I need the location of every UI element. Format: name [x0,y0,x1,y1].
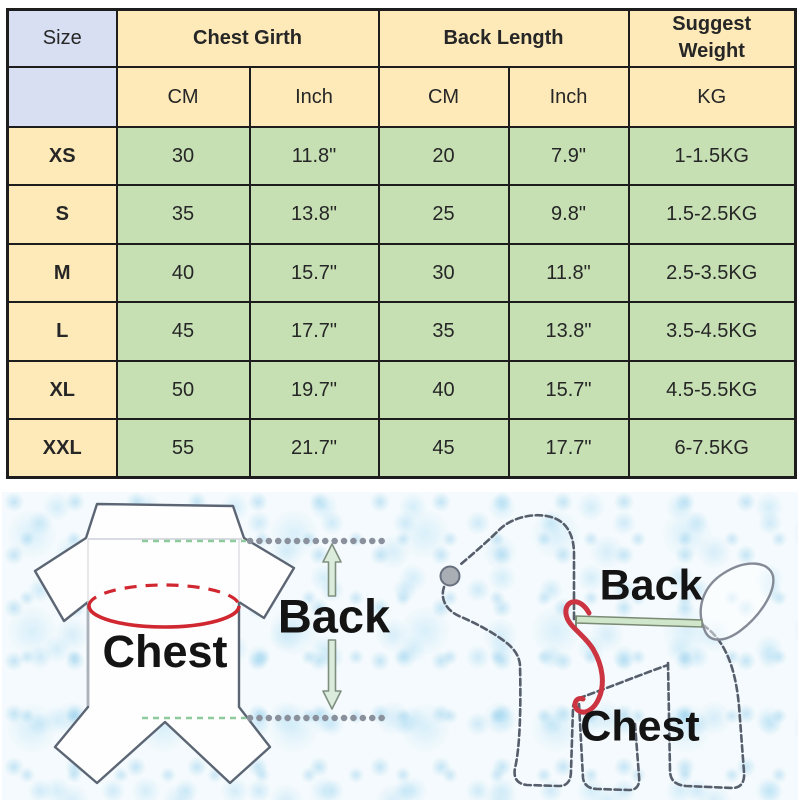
dog-tail [699,562,775,641]
value-cell: 1-1.5KG [627,125,797,186]
value-cell: 55 [115,418,251,479]
value-cell: 11.8" [507,242,630,303]
value-cell: 4.5-5.5KG [627,359,797,420]
size-cell: S [6,184,118,245]
value-cell: 25 [377,184,510,245]
table-row: XXL 55 21.7" 45 17.7" 6-7.5KG [6,418,797,479]
value-cell: 15.7" [248,242,380,303]
value-cell: 19.7" [248,359,380,420]
value-cell: 13.8" [248,184,380,245]
value-cell: 9.8" [507,184,630,245]
dog-chest-label: Chest [580,702,700,751]
value-cell: 1.5-2.5KG [627,184,797,245]
chest-girth-ellipse-dashed [87,583,241,607]
table-row: L 45 17.7" 35 13.8" 3.5-4.5KG [6,301,797,362]
value-cell: 30 [115,125,251,186]
value-cell: 7.9" [507,125,630,186]
size-cell: L [6,301,118,362]
back-arrow-down [322,639,342,710]
value-cell: 6-7.5KG [627,418,797,479]
size-cell: XXL [6,418,118,479]
value-cell: 35 [377,301,510,362]
value-cell: 3.5-4.5KG [627,301,797,362]
unit-cell: KG [627,65,797,128]
table-row: XL 50 19.7" 40 15.7" 4.5-5.5KG [6,359,797,420]
value-cell: 11.8" [248,125,380,186]
suggest-weight-header-cell: Suggest Weight [627,8,797,68]
back-length-header-cell: Back Length [377,8,630,68]
dog-chin-chest-frontleg-belly [441,585,670,788]
garment-outline [33,502,296,785]
value-cell: 45 [377,418,510,479]
size-cell: XL [6,359,118,420]
table-row: S 35 13.8" 25 9.8" 1.5-2.5KG [6,184,797,245]
back-measure-bar [575,615,703,628]
value-cell: 15.7" [507,359,630,420]
unit-cell: Inch [248,65,380,128]
measurement-diagram-art [33,502,775,792]
dog-hind-leg-haunch [666,623,746,790]
value-cell: 20 [377,125,510,186]
unit-cell: CM [377,65,510,128]
header-row-units: CM Inch CM Inch KG [6,65,797,128]
unit-cell: Inch [507,65,630,128]
chest-measure-curve [563,599,605,715]
table-row: M 40 15.7" 30 11.8" 2.5-3.5KG [6,242,797,303]
measurement-diagram-section: Chest Back Back Chest [2,492,798,800]
dog-back-label: Back [599,561,703,610]
header-row-groups: Size Chest Girth Back Length Suggest Wei… [6,8,797,68]
garment-chest-label: Chest [102,626,228,677]
size-cell: M [6,242,118,303]
suggest-weight-text: Suggest Weight [672,13,752,63]
value-cell: 17.7" [248,301,380,362]
dog-nose [439,565,461,587]
garment-back-label: Back [277,589,391,643]
size-chart-table: Size Chest Girth Back Length Suggest Wei… [6,8,797,479]
size-cell: XS [6,125,118,186]
table-row: XS 30 11.8" 20 7.9" 1-1.5KG [6,125,797,186]
value-cell: 40 [377,359,510,420]
dog-head-back [459,513,576,621]
value-cell: 21.7" [248,418,380,479]
empty-size-cell [6,65,118,128]
value-cell: 35 [115,184,251,245]
value-cell: 50 [115,359,251,420]
value-cell: 2.5-3.5KG [627,242,797,303]
chest-girth-ellipse-solid [87,605,241,629]
value-cell: 40 [115,242,251,303]
value-cell: 45 [115,301,251,362]
value-cell: 17.7" [507,418,630,479]
chest-girth-header-cell: Chest Girth [115,8,380,68]
size-header-cell: Size [6,8,118,68]
value-cell: 30 [377,242,510,303]
back-arrow-up [322,543,342,597]
value-cell: 13.8" [507,301,630,362]
dog-far-front-leg [577,702,641,792]
unit-cell: CM [115,65,251,128]
